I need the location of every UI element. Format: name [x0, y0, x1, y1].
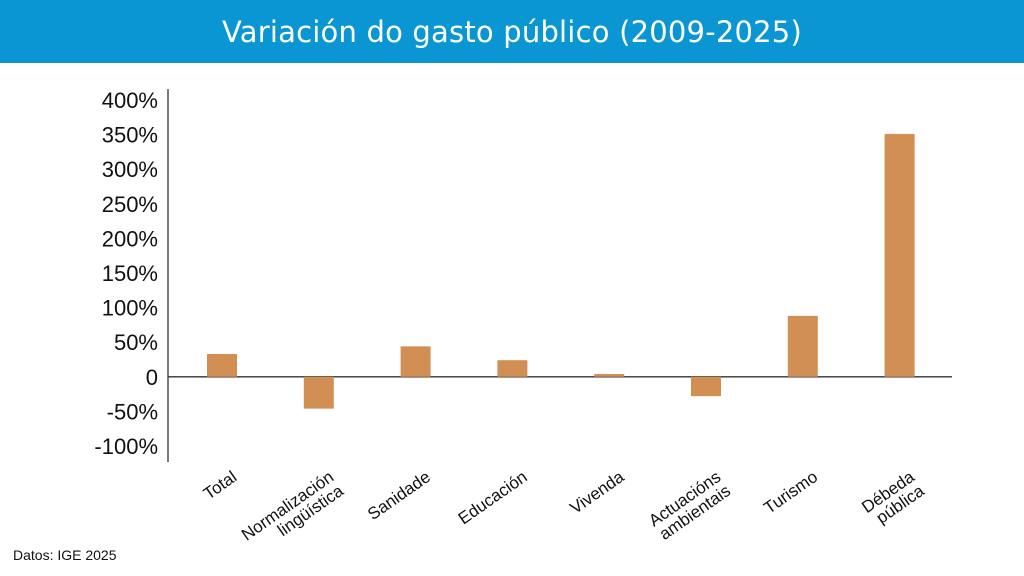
x-tick-label-line: Educación [455, 467, 531, 528]
title-banner: Variación do gasto público (2009-2025) [0, 0, 1024, 63]
x-tick-label: Actuaciónsambientais [645, 467, 734, 544]
x-tick-label: Normalizaciónlingüística [238, 467, 347, 559]
y-tick-label: 350% [102, 123, 158, 148]
chart-title: Variación do gasto público (2009-2025) [222, 14, 802, 49]
bar [884, 133, 915, 377]
x-tick-label: Turismo [760, 467, 821, 517]
x-tick-label: Vivenda [567, 467, 628, 518]
y-tick-label: 250% [102, 192, 158, 217]
y-tick-label: -50% [107, 399, 158, 424]
x-tick-label-line: Vivenda [567, 467, 628, 518]
bar [303, 376, 334, 409]
y-tick-label: -100% [94, 434, 158, 459]
y-tick-label: 150% [102, 261, 158, 286]
bar [594, 374, 625, 377]
bar [497, 360, 528, 377]
y-tick-label: 300% [102, 157, 158, 182]
x-tick-label: Débedapública [858, 467, 928, 531]
bar [400, 346, 431, 377]
x-tick-label: Educación [455, 467, 531, 528]
bar [207, 353, 237, 377]
x-tick-label: Total [200, 467, 240, 503]
x-tick-label-line: Total [200, 467, 240, 503]
y-tick-label: 0 [146, 365, 158, 390]
y-tick-label: 200% [102, 226, 158, 251]
x-tick-label: Sanidade [364, 467, 434, 524]
x-tick-label-line: Turismo [760, 467, 821, 517]
y-tick-label: 50% [114, 330, 158, 355]
x-tick-label-line: Sanidade [364, 467, 434, 524]
bar [787, 315, 818, 377]
bar [691, 376, 721, 397]
data-source-note: Datos: IGE 2025 [13, 547, 117, 563]
y-tick-label: 400% [102, 88, 158, 113]
y-tick-label: 100% [102, 296, 158, 321]
